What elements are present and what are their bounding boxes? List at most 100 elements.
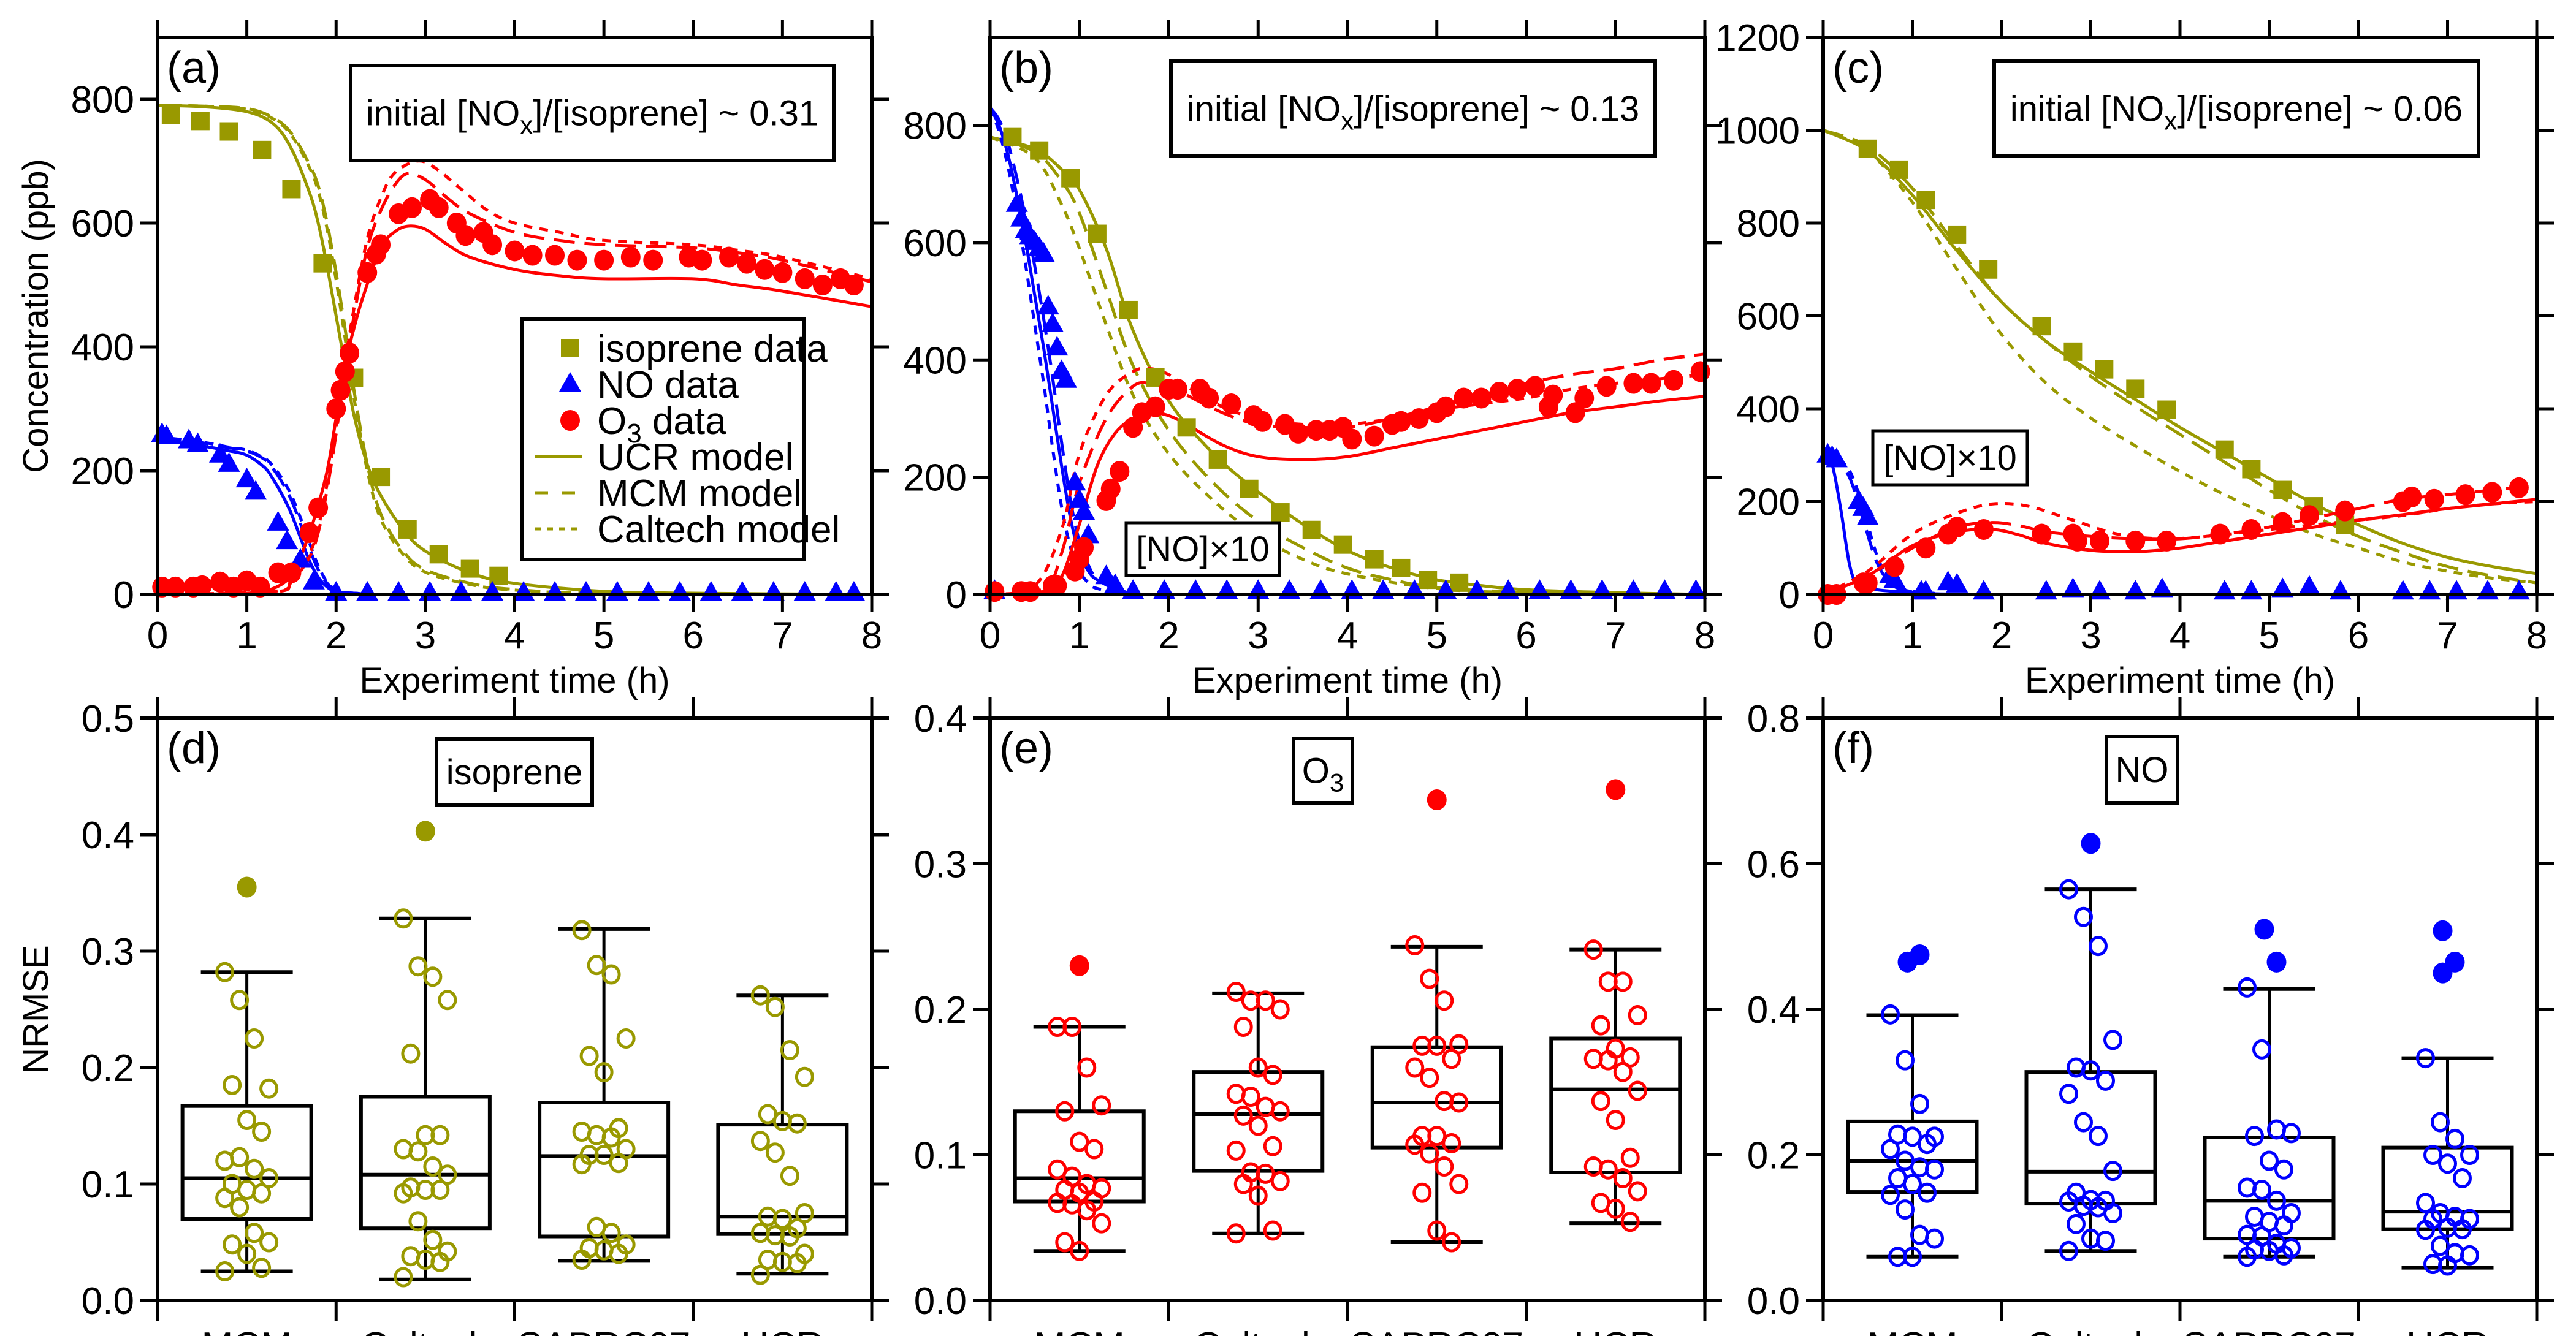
nrmse-point bbox=[2282, 1123, 2301, 1144]
nrmse-point bbox=[2252, 1039, 2271, 1060]
isoprene-data-point bbox=[313, 254, 332, 273]
o3-data-point bbox=[1168, 379, 1188, 400]
y-tick-label: 600 bbox=[71, 203, 134, 245]
nrmse-point bbox=[1449, 1092, 1469, 1113]
model-line-ucr-isoprene bbox=[1822, 129, 2537, 575]
nrmse-point bbox=[1062, 1017, 1082, 1037]
x-tick-label: 6 bbox=[683, 615, 704, 657]
annotation-text: initial [NOx]/[isoprene] ~ 0.06 bbox=[2010, 89, 2463, 135]
x-tick-label: 1 bbox=[236, 615, 257, 657]
no-data-point bbox=[245, 480, 267, 500]
isoprene-data-point bbox=[460, 559, 479, 578]
no-data-point bbox=[356, 580, 379, 601]
model-line-mcm-isoprene bbox=[157, 104, 872, 596]
nrmse-point bbox=[1896, 1050, 1915, 1071]
o3-data-point bbox=[371, 234, 391, 256]
y-tick-label: 0.4 bbox=[82, 814, 134, 857]
o3-data-point bbox=[299, 522, 319, 543]
o3-data-point bbox=[326, 398, 346, 419]
isoprene-data-point bbox=[2157, 400, 2176, 419]
no-data-point bbox=[1073, 500, 1096, 520]
nrmse-point bbox=[601, 1223, 621, 1243]
x-axis-label: Experiment time (h) bbox=[359, 661, 669, 700]
isoprene-data-point bbox=[1003, 127, 1022, 146]
isoprene-data-point bbox=[191, 112, 210, 131]
y-tick-label: 800 bbox=[904, 105, 967, 148]
x-tick-label: 8 bbox=[1694, 615, 1715, 657]
o3-data-point bbox=[2482, 482, 2502, 503]
o3-data-point bbox=[2273, 512, 2293, 533]
isoprene-data-point bbox=[1450, 573, 1469, 592]
box-ucr bbox=[2381, 920, 2514, 1276]
box-mcm bbox=[180, 876, 313, 1281]
legend-label: isoprene data bbox=[597, 328, 828, 370]
nrmse-point bbox=[1613, 971, 1633, 992]
nrmse-point bbox=[1263, 1220, 1282, 1241]
o3-data-point bbox=[402, 197, 422, 218]
nrmse-point bbox=[1591, 1091, 1610, 1112]
o3-data-point bbox=[2125, 530, 2146, 552]
nrmse-point bbox=[252, 1122, 272, 1142]
o3-data-point bbox=[1409, 408, 1429, 429]
no-data-point bbox=[1046, 336, 1069, 356]
o3-data-point bbox=[719, 246, 739, 268]
isoprene-data-point bbox=[1419, 571, 1438, 590]
y-tick-label: 0 bbox=[1779, 574, 1800, 617]
nrmse-point bbox=[438, 1164, 457, 1185]
nrmse-point bbox=[1226, 1223, 1246, 1244]
nrmse-point bbox=[423, 1156, 443, 1177]
y-axis-label: Concentration (ppb) bbox=[16, 159, 56, 473]
y-tick-label: 400 bbox=[71, 327, 134, 369]
nrmse-point bbox=[787, 1113, 807, 1134]
o3-data-point bbox=[795, 268, 815, 289]
y-tick-label: 0.2 bbox=[914, 989, 967, 1031]
nrmse-point bbox=[252, 1183, 272, 1204]
x-tick-label: 2 bbox=[1991, 615, 2012, 657]
nrmse-point bbox=[2074, 1112, 2093, 1133]
nrmse-point bbox=[601, 1127, 621, 1148]
no-data-point bbox=[825, 580, 847, 601]
model-line-caltech-o3 bbox=[157, 159, 872, 596]
x-tick-label: 7 bbox=[772, 615, 793, 657]
o3-data-point bbox=[2210, 523, 2230, 545]
x-tick-label: 4 bbox=[1337, 615, 1358, 657]
nrmse-point bbox=[2074, 906, 2093, 927]
y-tick-label: 0.8 bbox=[1747, 698, 1800, 740]
outlier-point bbox=[1910, 944, 1930, 965]
y-tick-label: 0 bbox=[113, 574, 134, 617]
nrmse-point bbox=[245, 1028, 264, 1049]
nrmse-point bbox=[780, 1226, 799, 1247]
nrmse-point bbox=[230, 1147, 250, 1167]
isoprene-data-point bbox=[2032, 317, 2051, 336]
nrmse-point bbox=[1248, 1185, 1268, 1206]
isoprene-data-point bbox=[1365, 550, 1384, 569]
annotation-box bbox=[1169, 59, 1657, 158]
category-label: Caltech bbox=[361, 1325, 490, 1336]
nrmse-point bbox=[1427, 1220, 1447, 1241]
nrmse-point bbox=[259, 1078, 279, 1099]
nrmse-point bbox=[1620, 1147, 1640, 1168]
o3-data-point bbox=[1391, 411, 1411, 432]
nrmse-point bbox=[1226, 982, 1246, 1002]
model-line-caltech-no bbox=[1823, 454, 2537, 596]
isoprene-data-point bbox=[1271, 503, 1290, 522]
o3-data-point bbox=[1690, 361, 1710, 382]
isoprene-data-point bbox=[1916, 191, 1935, 210]
panel-label: (b) bbox=[999, 44, 1053, 93]
o3-data-point bbox=[1973, 518, 1994, 540]
annotation-text: NO bbox=[2116, 750, 2169, 790]
iqr-box bbox=[359, 1095, 492, 1231]
o3-data-point bbox=[1947, 517, 1967, 538]
nrmse-point bbox=[223, 1075, 242, 1095]
isoprene-data-point bbox=[1177, 418, 1196, 437]
model-line-ucr-no bbox=[988, 107, 1705, 596]
o3-data-point bbox=[2509, 477, 2529, 498]
y-axis-label: NRMSE bbox=[16, 945, 56, 1073]
nrmse-point bbox=[2103, 1203, 2122, 1223]
o3-data-point bbox=[192, 575, 212, 596]
nrmse-point bbox=[1248, 1057, 1268, 1078]
nrmse-point bbox=[772, 1209, 792, 1229]
box-mcm bbox=[1013, 955, 1146, 1261]
no-data-point bbox=[2213, 580, 2236, 600]
isoprene-data-point bbox=[2215, 440, 2234, 459]
